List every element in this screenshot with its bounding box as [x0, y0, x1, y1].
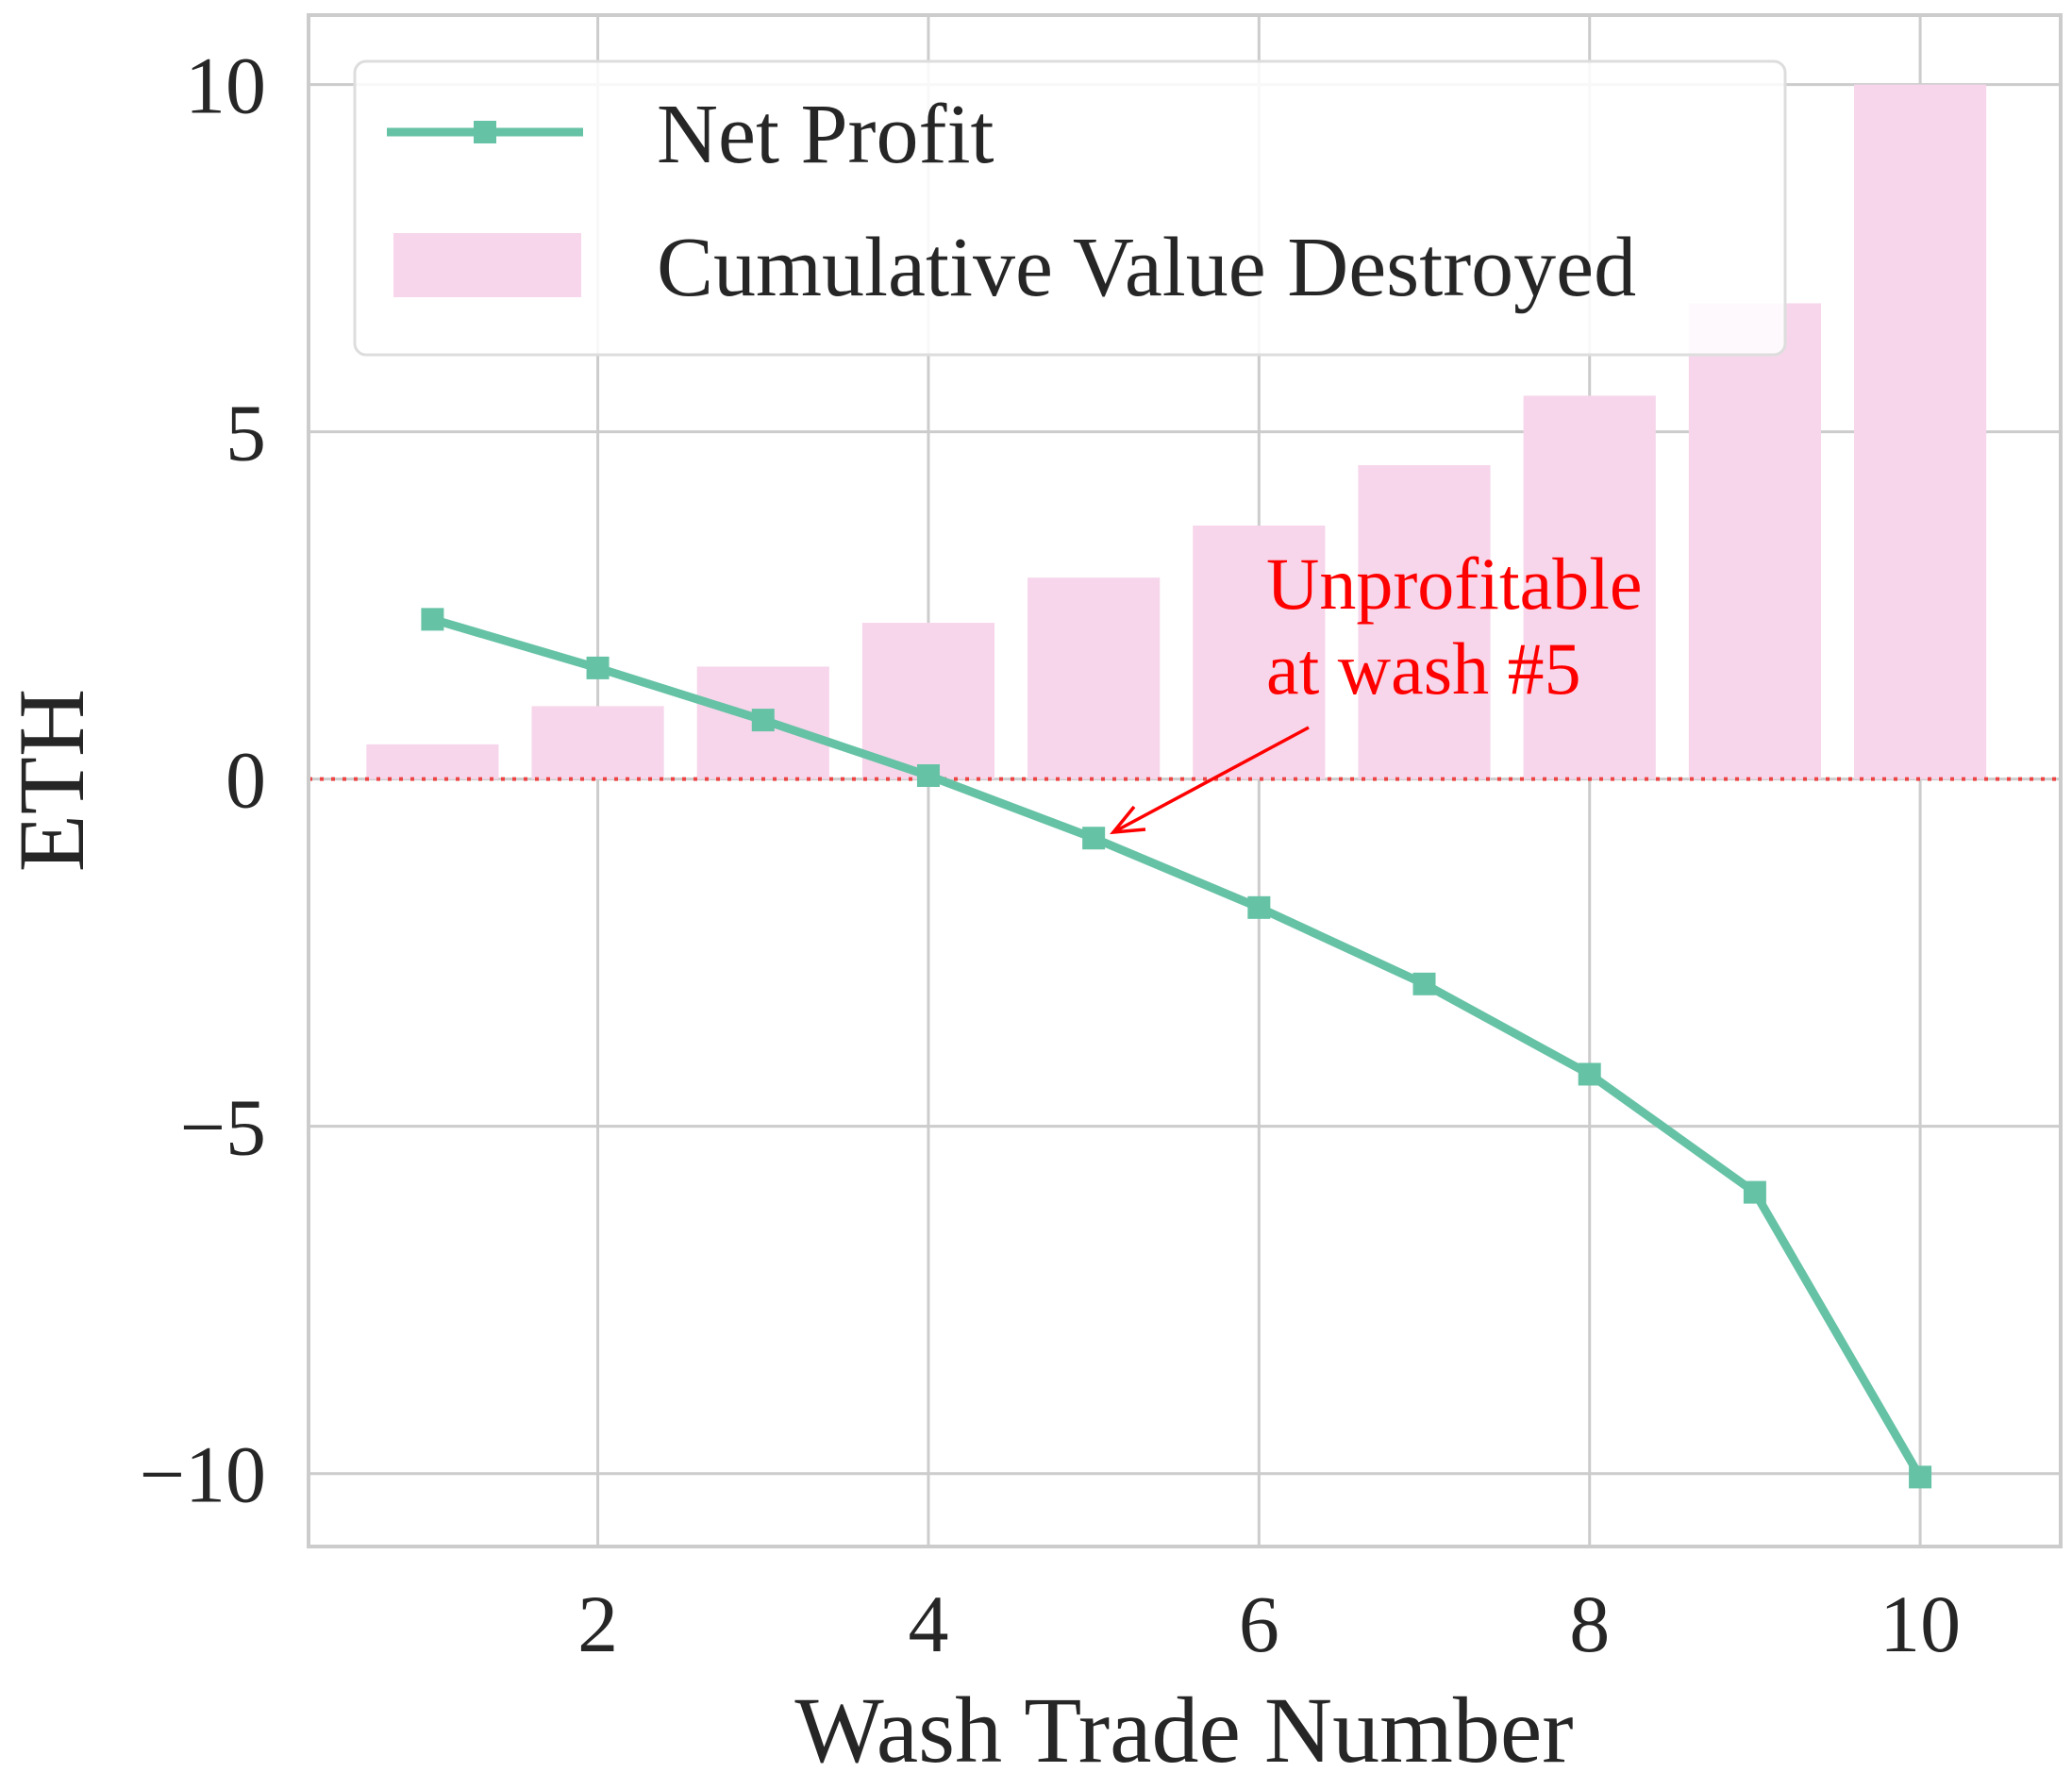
- bar-8: [1523, 395, 1656, 779]
- bar-10: [1854, 84, 1987, 779]
- net-profit-point-7: [1412, 972, 1436, 995]
- y-tick-label-1: 5: [226, 388, 266, 478]
- y-axis-label: ETH: [0, 689, 104, 872]
- x-tick-label-0: 2: [577, 1579, 618, 1669]
- net-profit-point-3: [751, 709, 775, 732]
- x-tick-label-3: 8: [1569, 1579, 1610, 1669]
- x-tick-label-2: 6: [1239, 1579, 1279, 1669]
- net-profit-point-10: [1909, 1465, 1932, 1489]
- bar-9: [1688, 303, 1821, 779]
- annotation-line-1: Unprofitable: [1266, 543, 1643, 625]
- legend: Net Profit Cumulative Value Destroyed: [353, 59, 1787, 357]
- y-tick-label-2: 0: [226, 735, 266, 826]
- x-axis-label: Wash Trade Number: [794, 1678, 1573, 1782]
- net-profit-point-1: [421, 608, 444, 631]
- bar-4: [861, 623, 995, 779]
- net-profit-point-4: [916, 763, 940, 787]
- y-tick-label-4: −10: [139, 1430, 266, 1520]
- bar-6: [1193, 526, 1326, 779]
- legend-net-profit-label: Net Profit: [657, 88, 994, 181]
- bar-5: [1028, 577, 1161, 779]
- net-profit-point-9: [1743, 1180, 1766, 1204]
- plot-frame: [307, 13, 2063, 1548]
- y-tick-labels: 10 5 0 −5 −10: [139, 41, 266, 1520]
- x-tick-labels: 2 4 6 8 10: [577, 1579, 1961, 1669]
- net-profit-series: [421, 608, 1932, 1489]
- legend-cumulative-value-destroyed-label: Cumulative Value Destroyed: [657, 221, 1636, 314]
- bars: [366, 84, 1987, 779]
- legend-net-profit-marker: [474, 121, 496, 143]
- legend-cumulative-value-destroyed-swatch: [393, 233, 581, 297]
- net-profit-point-2: [586, 656, 610, 679]
- net-profit-line: [431, 615, 1924, 1480]
- legend-box: [353, 59, 1787, 357]
- annotation: Unprofitable at wash #5: [1110, 543, 1643, 835]
- bar-2: [531, 706, 664, 779]
- net-profit-point-5: [1082, 827, 1106, 850]
- x-tick-label-1: 4: [908, 1579, 948, 1669]
- annotation-line-2: at wash #5: [1266, 627, 1581, 710]
- bar-7: [1358, 464, 1491, 779]
- y-tick-label-3: −5: [179, 1082, 266, 1173]
- annotation-arrowhead: [1110, 805, 1146, 835]
- bar-1: [366, 744, 499, 779]
- net-profit-point-8: [1578, 1062, 1601, 1086]
- annotation-arrow: [1112, 726, 1310, 834]
- x-tick-label-4: 10: [1880, 1579, 1961, 1669]
- y-tick-label-0: 10: [185, 41, 266, 131]
- net-profit-point-6: [1247, 895, 1271, 919]
